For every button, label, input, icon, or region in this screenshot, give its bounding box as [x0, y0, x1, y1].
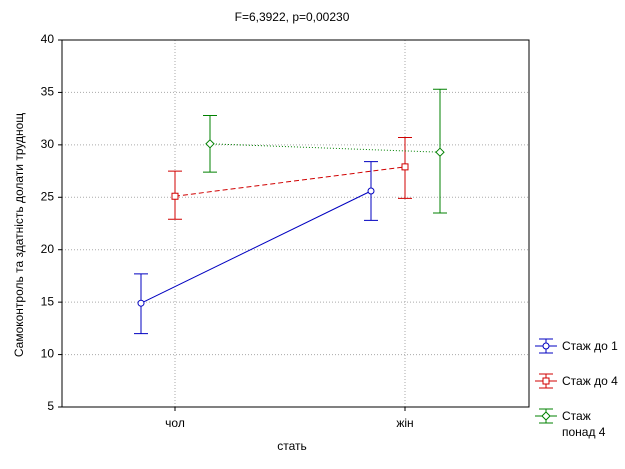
- point: [171, 192, 179, 200]
- legend-label: Стаж до 1: [562, 339, 618, 353]
- point: [435, 147, 445, 157]
- series-line: [174, 166, 406, 197]
- point: [367, 187, 375, 195]
- y-tick-label: 5: [47, 399, 54, 413]
- legend-marker: [542, 377, 550, 385]
- x-tick-label: жін: [396, 416, 413, 430]
- legend-marker: [541, 411, 551, 421]
- point: [137, 299, 145, 307]
- chart-title: F=6,3922, p=0,00230: [235, 10, 350, 24]
- x-tick-label: чол: [165, 416, 185, 430]
- series-line: [140, 190, 372, 304]
- legend-label: Стаж понад 4: [562, 409, 606, 439]
- y-tick-label: 20: [41, 242, 55, 256]
- y-tick-label: 15: [41, 294, 55, 308]
- legend-marker: [542, 342, 550, 350]
- point: [205, 139, 215, 149]
- x-axis-label: стать: [277, 439, 307, 453]
- y-tick-label: 30: [41, 137, 55, 151]
- y-tick-label: 35: [41, 85, 55, 99]
- y-axis-label: Самоконтроль та здатність долати труднощ: [12, 113, 26, 357]
- plot-frame: [61, 39, 530, 408]
- legend-label: Стаж до 4: [562, 374, 618, 388]
- y-tick-label: 25: [41, 189, 55, 203]
- point: [401, 163, 409, 171]
- y-tick-label: 40: [41, 32, 55, 46]
- y-tick-label: 10: [41, 347, 55, 361]
